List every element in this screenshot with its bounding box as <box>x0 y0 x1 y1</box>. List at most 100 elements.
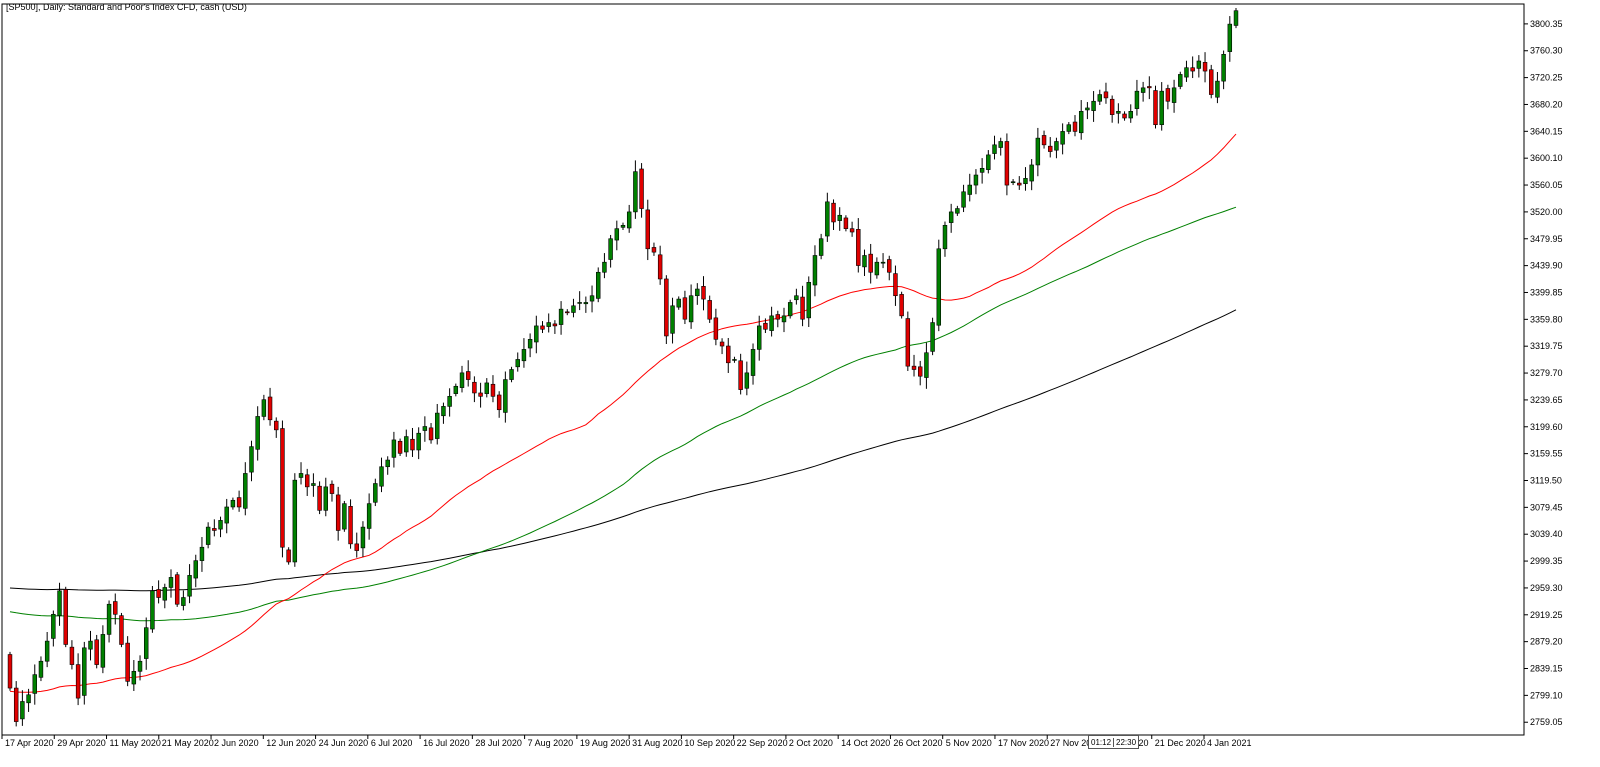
candle-body <box>651 247 657 253</box>
y-tick-label: 2999.35 <box>1530 556 1563 566</box>
candle-body <box>317 485 322 511</box>
candle-body <box>1054 141 1059 151</box>
candle-body <box>187 575 192 597</box>
candle-body <box>558 308 564 325</box>
candle-body <box>763 322 768 330</box>
candle-body <box>552 323 558 327</box>
candle-body <box>385 459 390 468</box>
candle-body <box>1004 141 1010 186</box>
candle-body <box>589 295 595 302</box>
candle-body <box>620 225 626 228</box>
candle-body <box>1116 111 1121 114</box>
candle-body <box>948 211 954 223</box>
candle-body <box>534 325 539 343</box>
y-tick-label: 3800.35 <box>1530 19 1563 29</box>
candle-body <box>664 278 669 337</box>
candle-body <box>527 339 533 349</box>
candle-body <box>404 436 409 453</box>
x-tick-label: 12 Jun 2020 <box>266 738 316 748</box>
y-tick-label: 3680.20 <box>1530 99 1563 109</box>
candle-body <box>1029 164 1034 182</box>
candle-body <box>82 647 87 696</box>
candle-body <box>701 286 706 300</box>
candle-body <box>942 225 948 250</box>
x-tick-label: 21 Dec 2020 <box>1155 738 1206 748</box>
candle-body <box>465 371 471 380</box>
candle-body <box>614 228 620 241</box>
candle-body <box>893 273 898 297</box>
candle-body <box>874 261 880 276</box>
y-tick-label: 3640.15 <box>1530 126 1563 136</box>
candle-body <box>540 325 545 330</box>
y-tick-label: 3520.00 <box>1530 207 1563 217</box>
candle-body <box>868 253 873 273</box>
candle-body <box>757 325 762 350</box>
plot-border <box>1 3 1525 736</box>
candle-body <box>583 302 589 305</box>
candle-body <box>75 664 81 699</box>
candle-body <box>781 315 787 323</box>
ma-fast-line <box>9 133 1237 693</box>
candle-body <box>1060 131 1065 145</box>
candle-body <box>1097 94 1102 102</box>
y-tick-label: 3199.60 <box>1530 422 1563 432</box>
candle-body <box>750 349 756 376</box>
candle-body <box>967 184 972 195</box>
candle-body <box>410 438 415 451</box>
candle-body <box>26 694 31 704</box>
candle-body <box>1153 90 1158 126</box>
candle-body <box>397 440 403 454</box>
candle-body <box>726 345 731 364</box>
y-tick-label: 2959.30 <box>1530 583 1563 593</box>
candle-body <box>843 217 849 229</box>
candle-body <box>100 634 106 668</box>
candle-body <box>20 701 25 720</box>
candle-body <box>1159 90 1164 126</box>
candle-body <box>212 528 217 531</box>
candle-body <box>144 627 149 659</box>
y-tick-label: 3239.65 <box>1530 395 1563 405</box>
candle-body <box>1196 60 1202 69</box>
y-tick-label: 3159.55 <box>1530 449 1563 459</box>
y-tick-label: 2799.10 <box>1530 690 1563 700</box>
candle-body <box>1178 74 1183 87</box>
candle-body <box>1078 111 1084 134</box>
candle-body <box>156 589 161 598</box>
candle-body <box>51 613 56 639</box>
candle-body <box>713 317 719 340</box>
candle-body <box>688 295 694 323</box>
candle-body <box>1184 67 1189 78</box>
candle-body <box>682 297 688 320</box>
candle-body <box>503 379 508 413</box>
candle-body <box>936 248 942 326</box>
candle-body <box>1017 182 1022 186</box>
y-tick-label: 3039.40 <box>1530 529 1563 539</box>
candle-body <box>379 466 384 487</box>
candle-body <box>633 171 638 213</box>
candle-body <box>168 577 174 588</box>
time-marker-end: 22:30 <box>1113 737 1138 747</box>
candle-body <box>1190 67 1195 72</box>
x-tick-label: 22 Sep 2020 <box>737 738 788 748</box>
candle-body <box>1227 23 1233 52</box>
y-tick-label: 2879.20 <box>1530 637 1563 647</box>
x-tick-label: 2 Jun 2020 <box>214 738 259 748</box>
candle-body <box>342 503 347 530</box>
candle-body <box>818 238 824 256</box>
y-tick-label: 3119.50 <box>1530 475 1562 485</box>
time-marker: 01:12 22:30 <box>1088 735 1140 749</box>
y-tick-label: 3399.85 <box>1530 287 1563 297</box>
candle-body <box>546 322 551 327</box>
candle-body <box>243 473 248 509</box>
candle-body <box>515 359 520 368</box>
candle-body <box>1202 62 1208 72</box>
candle-body <box>131 670 137 685</box>
x-tick-label: 14 Oct 2020 <box>841 738 890 748</box>
candle-body <box>880 261 886 264</box>
y-tick-label: 3600.10 <box>1530 153 1563 163</box>
candle-body <box>825 201 830 237</box>
candle-body <box>125 642 130 682</box>
candle-body <box>596 271 601 299</box>
x-tick-label: 7 Aug 2020 <box>528 738 574 748</box>
